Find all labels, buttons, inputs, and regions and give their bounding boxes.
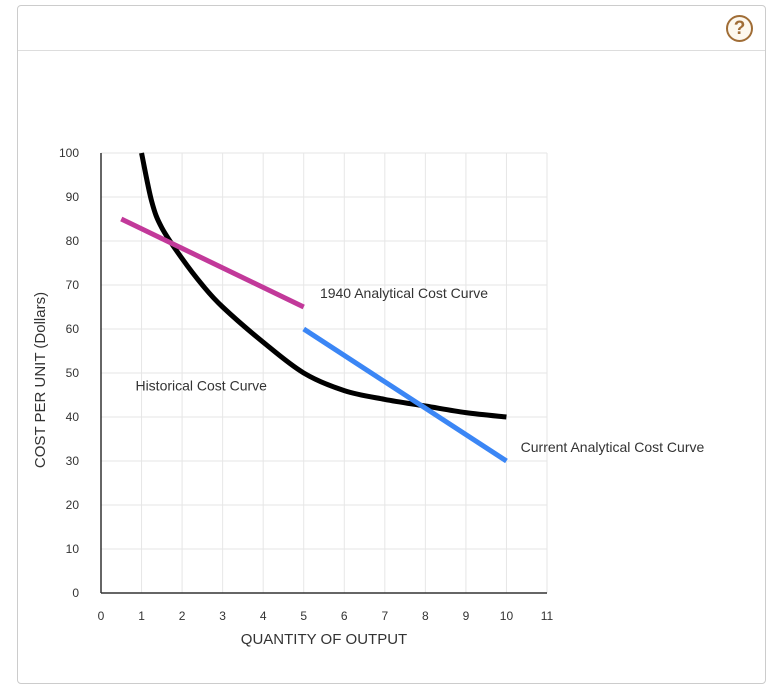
y-tick-label: 100 [59, 146, 79, 160]
header-divider [18, 50, 765, 51]
y-tick-label: 20 [66, 498, 80, 512]
question-panel: ? [17, 5, 766, 684]
y-tick-label: 30 [66, 454, 80, 468]
current-analytical-cost-curve [302, 326, 508, 464]
x-tick-label: 3 [219, 609, 226, 623]
y-tick-label: 60 [66, 322, 80, 336]
x-tick-label: 4 [260, 609, 267, 623]
y-tick-label: 70 [66, 278, 80, 292]
curve-label: Current Analytical Cost Curve [521, 439, 705, 455]
x-tick-label: 1 [138, 609, 145, 623]
curve-label: Historical Cost Curve [135, 378, 267, 394]
x-tick-label: 11 [541, 609, 554, 623]
x-tick-label: 2 [179, 609, 186, 623]
y-tick-label: 80 [66, 234, 80, 248]
y-tick-label: 50 [66, 366, 80, 380]
1940-analytical-cost-curve [120, 216, 305, 310]
y-tick-label: 10 [66, 542, 80, 556]
y-tick-label: 40 [66, 410, 80, 424]
x-axis-label: QUANTITY OF OUTPUT [241, 631, 407, 648]
x-tick-label: 6 [341, 609, 348, 623]
curve-label: 1940 Analytical Cost Curve [320, 285, 488, 301]
x-tick-label: 9 [463, 609, 470, 623]
x-tick-label: 0 [98, 609, 105, 623]
x-tick-label: 10 [500, 609, 514, 623]
help-icon[interactable]: ? [726, 15, 753, 42]
y-tick-label: 0 [72, 586, 79, 600]
y-tick-label: 90 [66, 190, 80, 204]
x-tick-label: 7 [381, 609, 388, 623]
x-tick-label: 8 [422, 609, 429, 623]
x-tick-label: 5 [300, 609, 307, 623]
y-axis-label: COST PER UNIT (Dollars) [32, 292, 49, 468]
